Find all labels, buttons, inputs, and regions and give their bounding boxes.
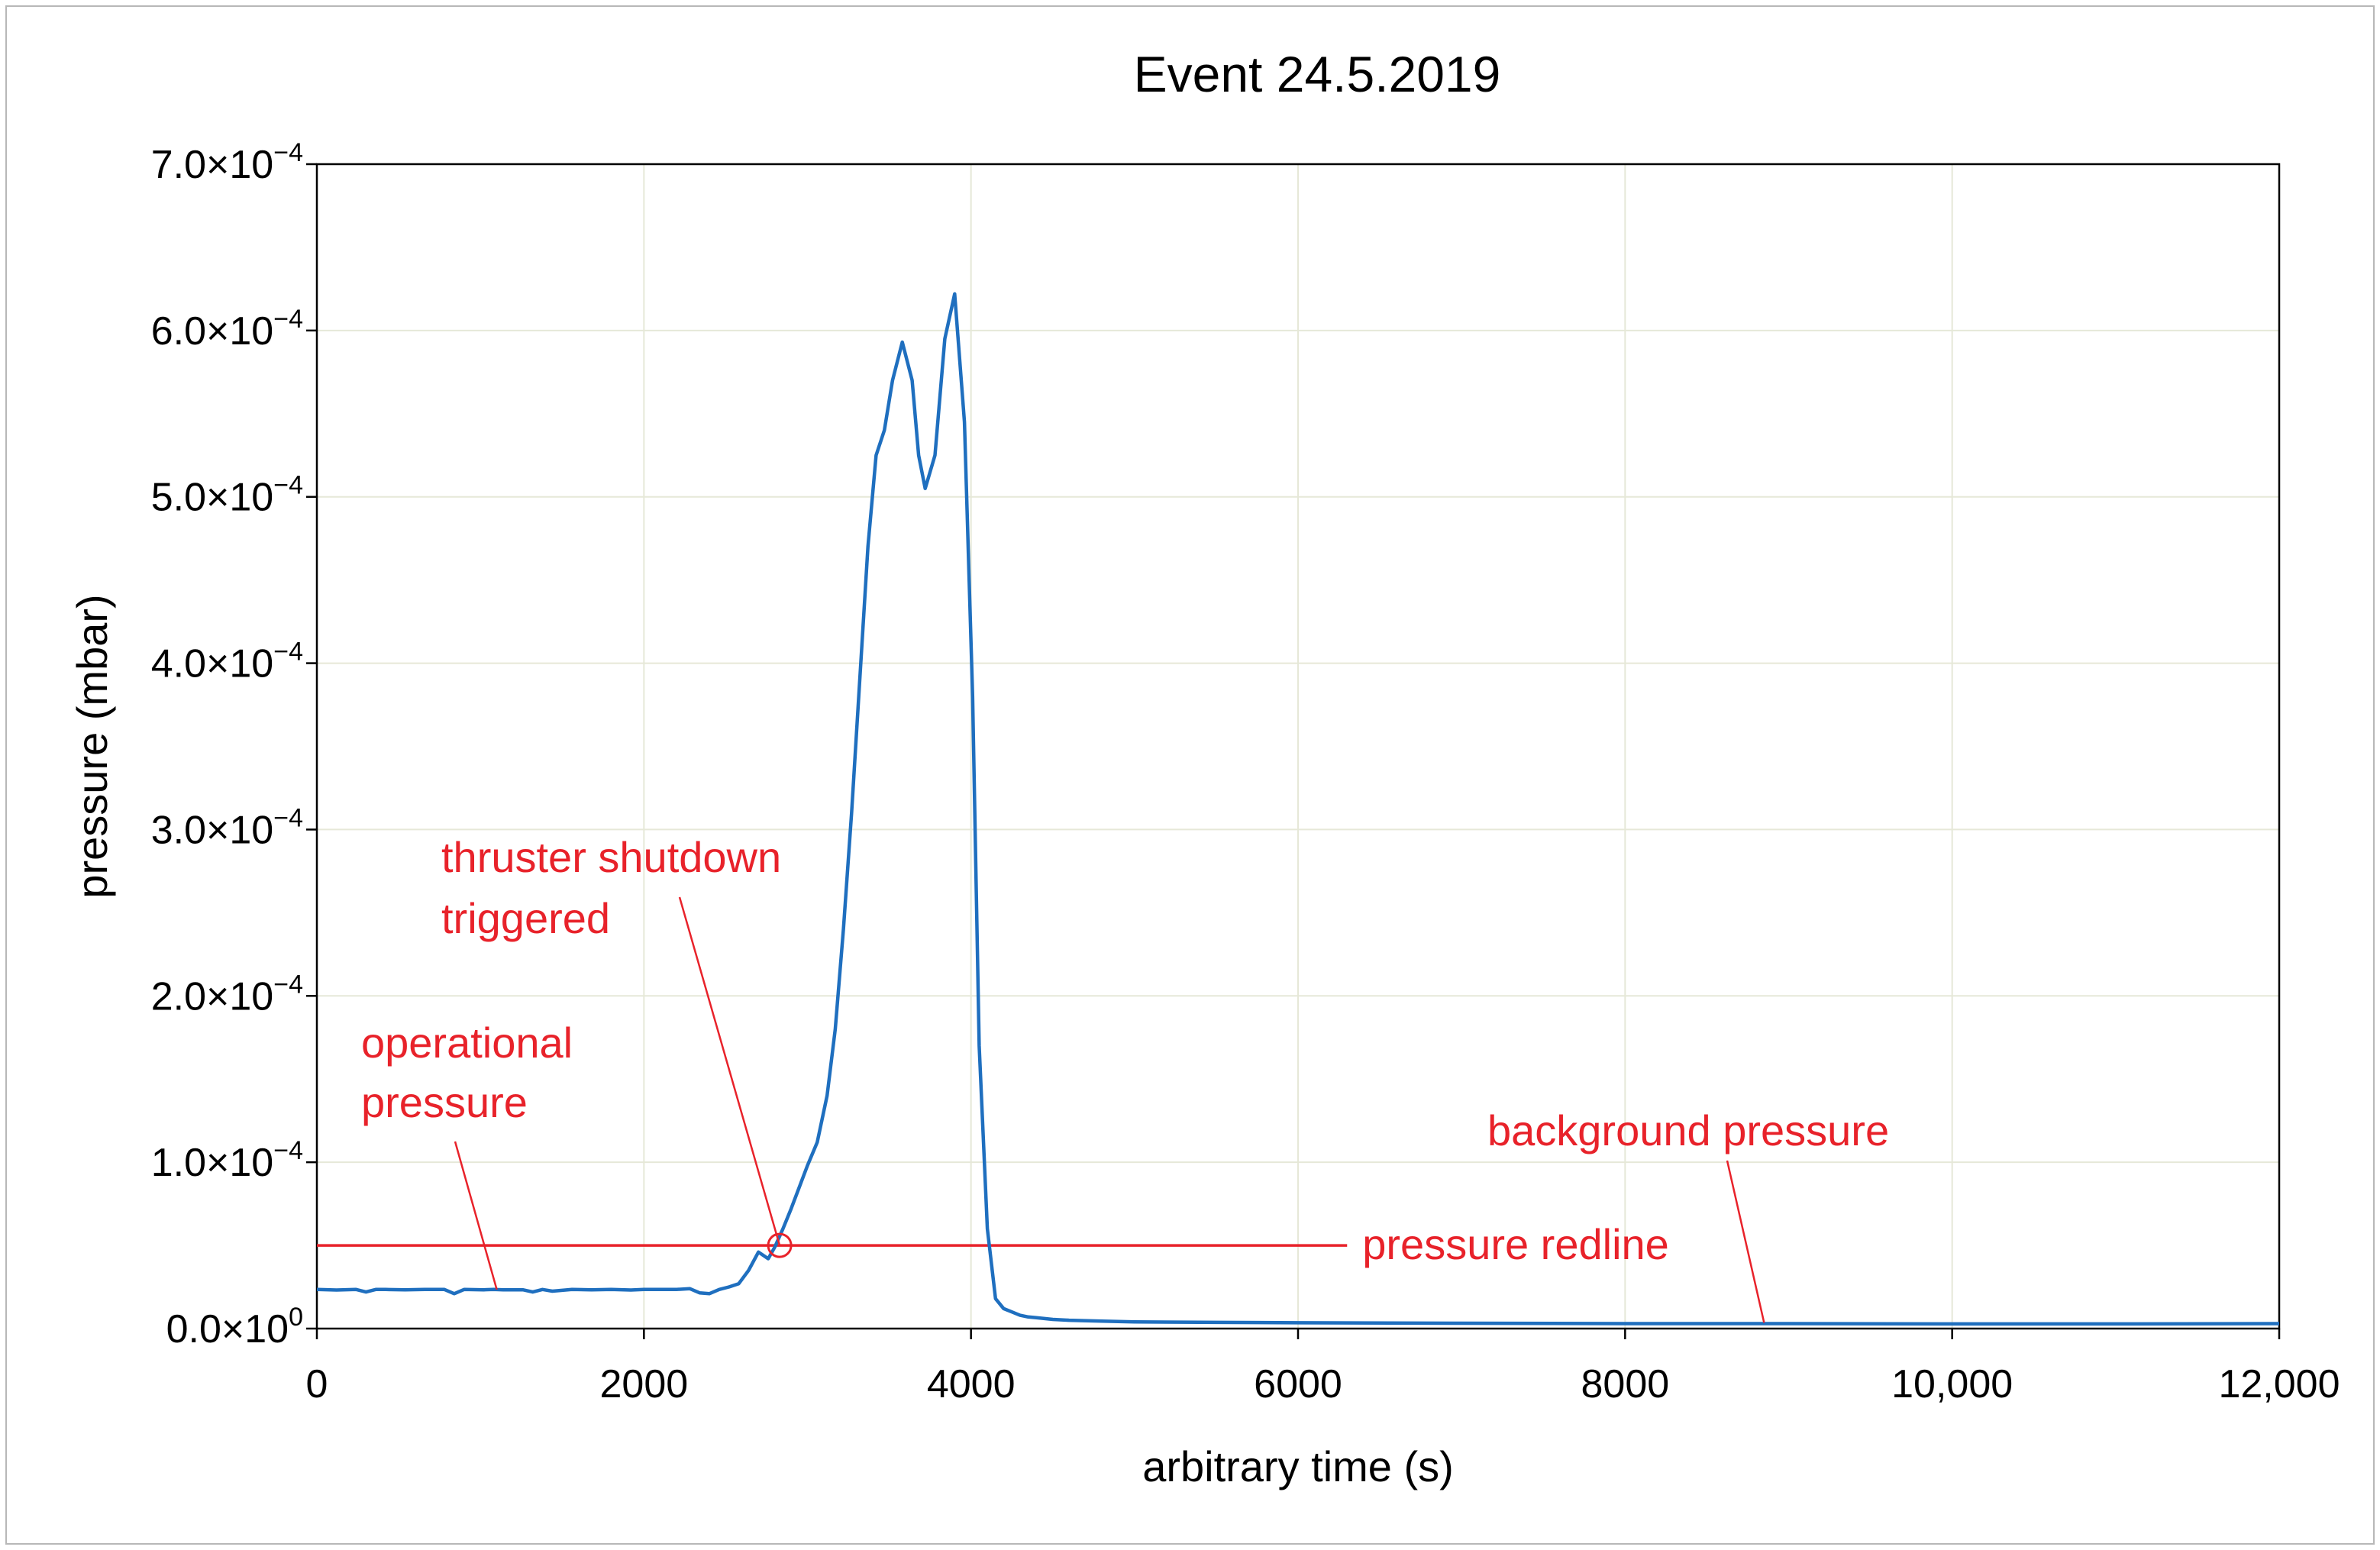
x-tick-label: 8000 [1581, 1362, 1669, 1406]
annotation-leader-line [454, 1141, 498, 1290]
y-tick-label: 3.0×10−4 [151, 803, 303, 852]
y-tick-exponent: −4 [273, 1136, 303, 1165]
y-tick-exponent: −4 [273, 138, 303, 167]
y-tick-mantissa: 3.0×10 [151, 808, 274, 852]
y-tick-exponent: −4 [273, 638, 303, 667]
y-tick-mantissa: 4.0×10 [151, 642, 274, 686]
y-tick-exponent: −4 [273, 803, 303, 832]
y-tick-mantissa: 6.0×10 [151, 309, 274, 354]
x-tick-label: 10,000 [1891, 1362, 2013, 1406]
y-tick-mantissa: 2.0×10 [151, 974, 274, 1019]
redline-label: pressure redline [1362, 1220, 1669, 1268]
chart-frame [5, 5, 2375, 1545]
y-tick-label: 7.0×10−4 [151, 138, 303, 187]
y-axis-label: pressure (mbar) [68, 594, 116, 898]
annotation-text: pressure [361, 1078, 528, 1126]
x-tick-label: 0 [306, 1362, 328, 1406]
y-tick-label: 5.0×10−4 [151, 471, 303, 520]
annotation-marker [767, 1232, 793, 1258]
y-tick-mantissa: 5.0×10 [151, 476, 274, 520]
y-tick-label: 2.0×10−4 [151, 970, 303, 1019]
annotation-text: triggered [441, 894, 610, 942]
x-tick-label: 4000 [927, 1362, 1016, 1406]
x-tick-label: 12,000 [2218, 1362, 2340, 1406]
y-tick-label: 1.0×10−4 [151, 1136, 303, 1185]
annotation-leader-line [678, 896, 781, 1246]
y-tick-label: 0.0×100 [166, 1303, 303, 1351]
y-tick-exponent: −4 [273, 305, 303, 334]
annotation-leader-line [1726, 1160, 1765, 1323]
annotation-text: background pressure [1487, 1106, 1889, 1154]
x-tick-label: 6000 [1254, 1362, 1342, 1406]
y-tick-mantissa: 7.0×10 [151, 143, 274, 187]
chart-title: Event 24.5.2019 [1134, 46, 1501, 102]
y-tick-label: 6.0×10−4 [151, 305, 303, 354]
x-tick-label: 2000 [599, 1362, 688, 1406]
annotation-text: operational [361, 1019, 573, 1067]
y-tick-exponent: −4 [273, 471, 303, 500]
y-tick-exponent: 0 [289, 1303, 303, 1332]
y-tick-mantissa: 1.0×10 [151, 1141, 274, 1185]
y-tick-label: 4.0×10−4 [151, 638, 303, 686]
series-line [316, 292, 2280, 1326]
x-axis-label: arbitrary time (s) [1142, 1442, 1454, 1490]
annotation-text: thruster shutdown [441, 833, 781, 881]
y-tick-exponent: −4 [273, 970, 303, 999]
y-tick-mantissa: 0.0×10 [166, 1307, 289, 1351]
